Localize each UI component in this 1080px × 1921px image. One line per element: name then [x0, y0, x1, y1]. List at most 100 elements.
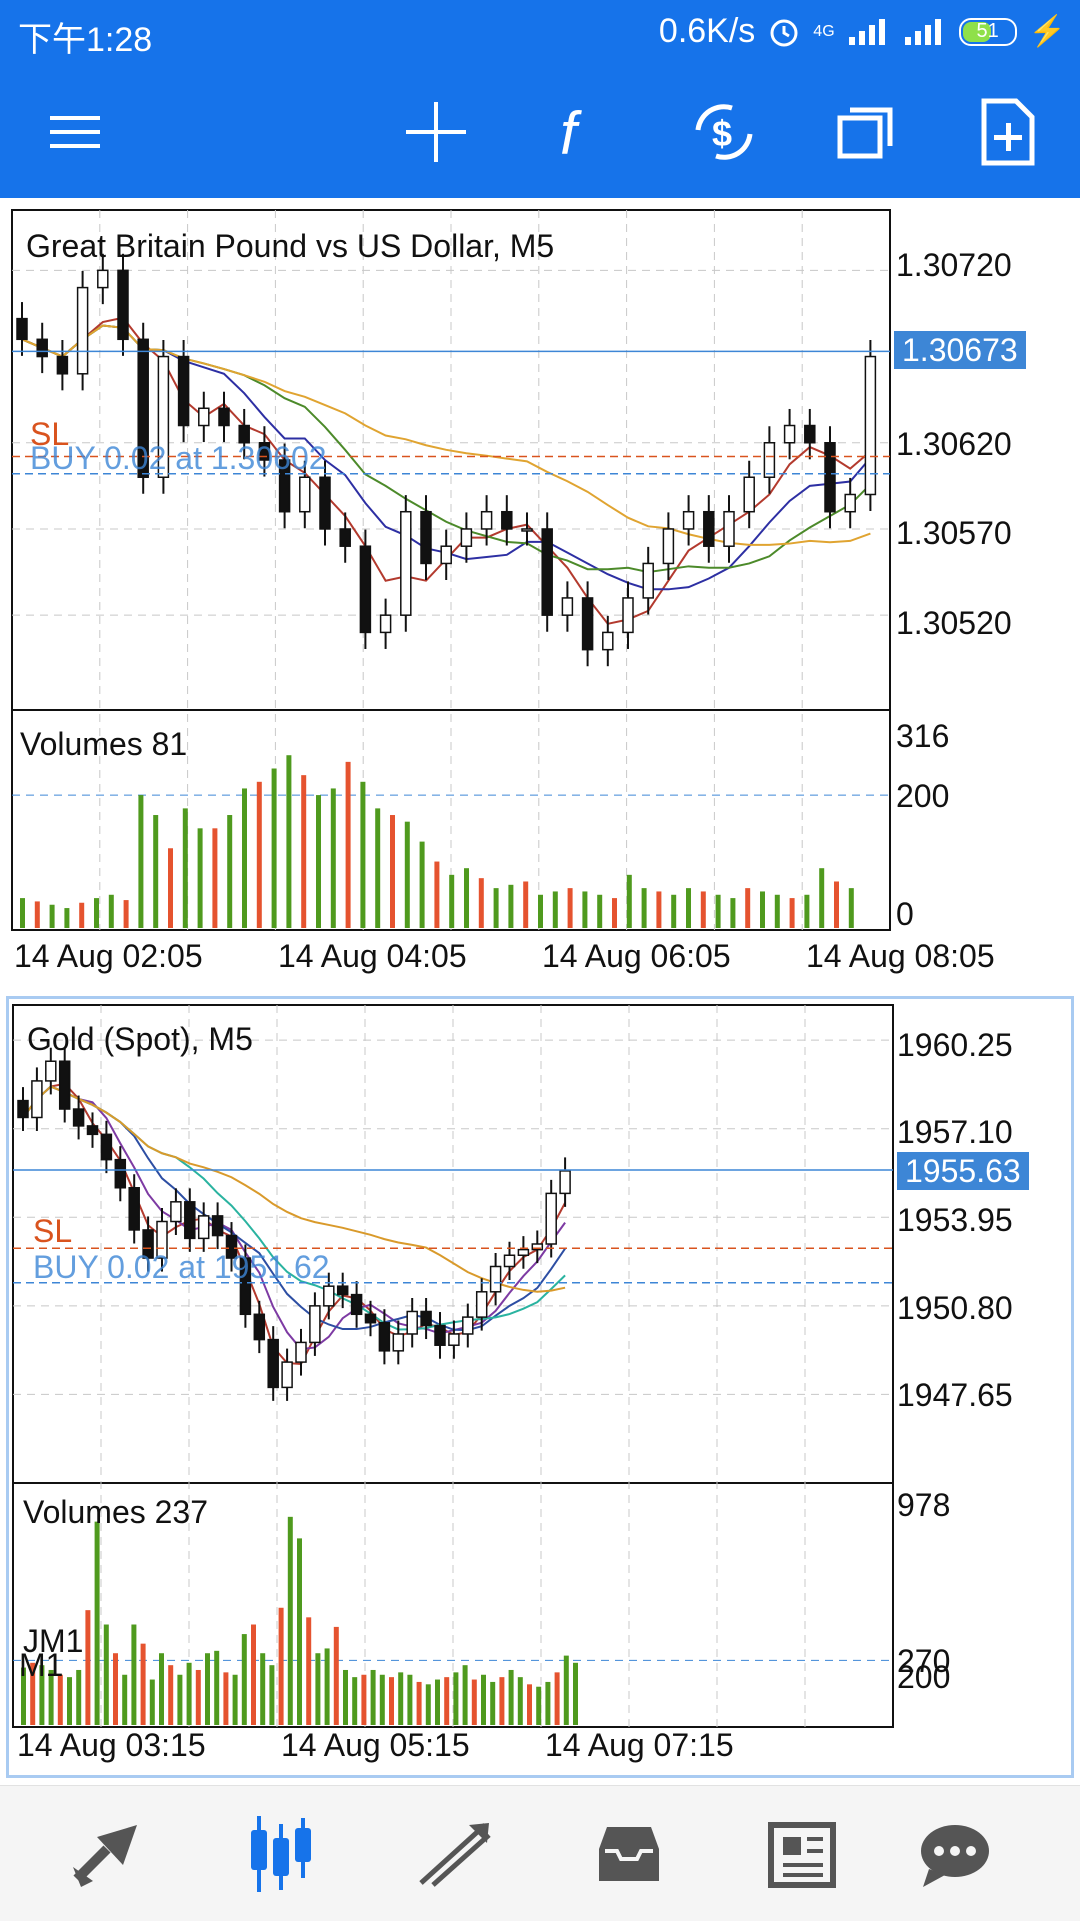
- volume-bar: [182, 808, 188, 928]
- gbpusd-price-3: 1.30570: [896, 515, 1012, 551]
- gold-current-price: 1955.63: [897, 1152, 1029, 1190]
- volume-bar: [324, 1648, 330, 1725]
- volume-bar: [306, 1617, 312, 1725]
- volume-bar: [536, 1686, 542, 1725]
- trade-button[interactable]: $: [688, 96, 760, 168]
- volume-bar: [641, 888, 647, 928]
- nav-history[interactable]: [584, 1814, 674, 1894]
- candle-body: [86, 1125, 99, 1136]
- volume-bar: [481, 1674, 486, 1725]
- volume-bar: [375, 808, 381, 928]
- candle-body: [198, 407, 210, 427]
- bottom-navigation: [0, 1785, 1080, 1921]
- volume-bar: [168, 1665, 174, 1725]
- candle-body: [238, 424, 250, 444]
- messages-icon: [921, 1825, 989, 1887]
- volume-bar: [256, 781, 262, 928]
- alarm-icon: [770, 19, 798, 46]
- charging-icon: ⚡: [1028, 15, 1066, 48]
- volume-bar: [700, 891, 706, 928]
- volume-bar: [398, 1672, 404, 1725]
- volume-bar: [269, 1665, 275, 1725]
- chart-gold[interactable]: Gold (Spot), M5 1960.25 1957.10 1953.95 …: [6, 996, 1074, 1778]
- candle-body: [521, 528, 533, 532]
- candle-body: [503, 1254, 516, 1268]
- volume-bar: [177, 1674, 183, 1725]
- new-order-button[interactable]: [972, 96, 1044, 168]
- gold-volume-scale-a: 270: [897, 1643, 951, 1679]
- moving-average-line: [22, 1085, 566, 1293]
- status-time: 下午1:28: [18, 21, 153, 59]
- gold-title: Gold (Spot), M5: [27, 1021, 253, 1057]
- gbpusd-time-3: 14 Aug 06:05: [542, 938, 731, 974]
- windows-icon: [837, 107, 893, 159]
- candle-body: [170, 1201, 182, 1223]
- volume-bar: [444, 1677, 450, 1725]
- gbpusd-time-2: 14 Aug 04:05: [278, 938, 467, 974]
- volume-bar: [64, 908, 70, 928]
- gold-chart-canvas[interactable]: [9, 999, 1071, 1775]
- volume-bar: [34, 901, 40, 928]
- volume-bar: [499, 1677, 505, 1725]
- gbpusd-sl-label: SL: [30, 416, 70, 452]
- candle-body: [16, 317, 28, 341]
- indicators-button[interactable]: f: [543, 96, 615, 168]
- volume-bar: [471, 1679, 477, 1725]
- nav-charts[interactable]: [236, 1814, 326, 1894]
- candle-body: [117, 269, 129, 341]
- candle-body: [45, 1060, 57, 1082]
- candle-body: [218, 407, 230, 427]
- candle-body: [309, 1305, 321, 1344]
- menu-button[interactable]: [40, 96, 112, 168]
- windows-button[interactable]: [830, 96, 902, 168]
- volume-bar: [85, 1610, 91, 1725]
- battery-icon: 51: [958, 17, 1017, 46]
- volume-bar: [278, 1607, 284, 1725]
- svg-text:f: f: [560, 100, 582, 164]
- signal-icon: [848, 18, 885, 45]
- crosshair-icon: [406, 102, 466, 162]
- nav-trade[interactable]: [410, 1814, 500, 1894]
- candle-body: [517, 1248, 530, 1256]
- volume-bar: [464, 868, 469, 928]
- nav-news[interactable]: [758, 1814, 848, 1894]
- volume-bar: [453, 1672, 459, 1725]
- candle-body: [36, 338, 48, 358]
- candle-body: [448, 1333, 460, 1346]
- candle-body: [480, 510, 493, 530]
- volume-bar: [315, 1653, 321, 1725]
- chart-gbpusd[interactable]: Great Britain Pound vs US Dollar, M5 1.3…: [0, 198, 1080, 988]
- volume-bar: [242, 788, 247, 928]
- candle-body: [824, 442, 836, 513]
- candle-body: [225, 1234, 238, 1259]
- volume-bar: [508, 1669, 514, 1725]
- network-type: 4G: [813, 22, 835, 40]
- chart-toolbar: f $: [0, 66, 1080, 198]
- volume-bar: [94, 1521, 100, 1725]
- volume-bar: [848, 888, 854, 928]
- menu-icon: [50, 116, 100, 148]
- volume-bar: [333, 1626, 339, 1725]
- volume-bar: [379, 1674, 385, 1725]
- volume-bar: [49, 904, 55, 928]
- volume-bar: [352, 1677, 358, 1725]
- gbpusd-time-1: 14 Aug 02:05: [14, 938, 203, 974]
- crosshair-button[interactable]: [400, 96, 472, 168]
- candle-body: [364, 1313, 377, 1324]
- volume-bar: [149, 1679, 155, 1725]
- history-icon: [599, 1827, 659, 1881]
- candle-body: [211, 1215, 224, 1237]
- gbpusd-chart-canvas[interactable]: [0, 198, 1080, 988]
- gold-volume-scale-b: 200: [897, 1659, 951, 1695]
- gbpusd-order-label: BUY 0.02 at 1.30602: [30, 440, 327, 476]
- volume-bar: [804, 894, 810, 928]
- volume-bar: [48, 1669, 54, 1725]
- nav-messages[interactable]: [910, 1814, 1000, 1894]
- volume-bar: [67, 1677, 72, 1725]
- candle-body: [114, 1158, 127, 1189]
- trade-icon: $: [695, 104, 753, 160]
- candle-body: [323, 1285, 335, 1307]
- candle-body: [622, 597, 634, 634]
- gbpusd-time-4: 14 Aug 08:05: [806, 938, 995, 974]
- nav-quotes[interactable]: [62, 1814, 152, 1894]
